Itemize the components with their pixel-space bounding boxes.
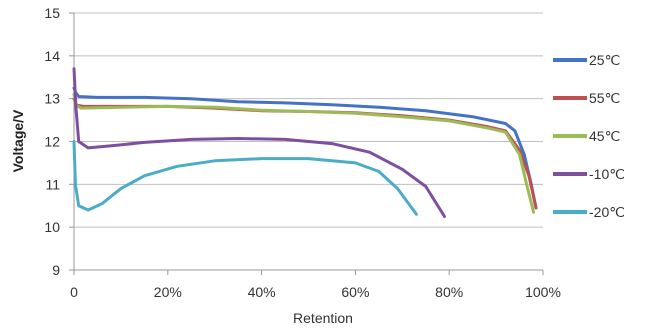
x-tick-label: 60% [341,284,369,300]
y-axis-title: Voltage/V [10,109,26,172]
x-tick-label: 100% [525,284,561,300]
y-tick-label: 15 [44,5,60,21]
series-line-3 [72,67,446,218]
y-tick-label: 9 [52,262,60,278]
y-tick-label: 12 [44,134,60,150]
y-tick-label: 11 [45,176,60,192]
legend: 25℃ 55℃ 45℃ -10℃ -20℃ [553,52,625,220]
series-line-4 [72,140,418,216]
y-axis-ticks: 9 10 11 12 13 14 15 [44,5,74,278]
series-lines [72,67,538,218]
x-axis-ticks: 0 20% 40% 60% 80% 100% [70,270,561,300]
x-tick-label: 80% [435,284,463,300]
legend-label-3: -10℃ [589,166,625,182]
gridlines [74,12,543,228]
legend-label-0: 25℃ [589,52,620,68]
x-tick-label: 0 [70,284,78,300]
series-line-2 [72,92,536,214]
y-tick-label: 14 [44,48,60,64]
x-tick-label: 20% [154,284,182,300]
series-line-0 [72,86,538,210]
x-tick-label: 40% [248,284,276,300]
y-tick-label: 10 [44,219,60,235]
legend-label-4: -20℃ [589,204,625,220]
legend-label-2: 45℃ [589,128,620,144]
y-tick-label: 13 [44,91,60,107]
x-axis-title: Retention [293,310,353,326]
legend-label-1: 55℃ [589,90,620,106]
